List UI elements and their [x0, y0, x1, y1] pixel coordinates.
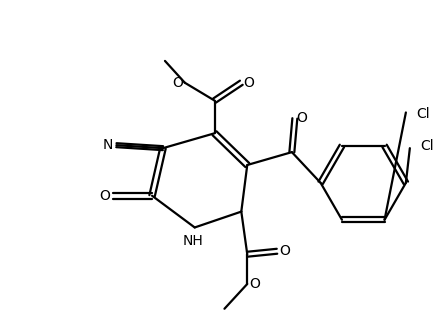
Text: Cl: Cl: [420, 139, 434, 153]
Text: NH: NH: [182, 234, 203, 248]
Text: O: O: [99, 189, 110, 203]
Text: O: O: [249, 277, 260, 291]
Text: O: O: [280, 244, 290, 258]
Text: O: O: [296, 112, 307, 125]
Text: N: N: [102, 138, 113, 152]
Text: O: O: [173, 76, 183, 90]
Text: Cl: Cl: [416, 108, 430, 122]
Text: O: O: [243, 76, 254, 90]
